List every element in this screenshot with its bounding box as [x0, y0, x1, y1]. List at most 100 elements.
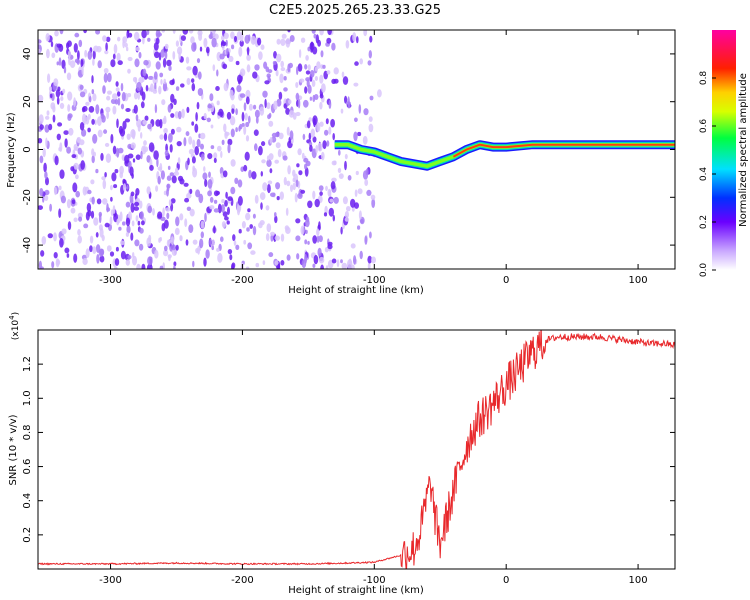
noise-speck — [220, 204, 225, 213]
noise-speck — [377, 89, 382, 98]
noise-speck — [177, 157, 181, 165]
noise-speck — [195, 112, 198, 122]
noise-speck — [73, 253, 78, 263]
noise-speck — [104, 222, 110, 228]
noise-speck — [103, 68, 109, 74]
noise-speck — [84, 49, 88, 58]
noise-speck — [146, 186, 151, 195]
noise-speck — [327, 188, 332, 197]
noise-speck — [231, 263, 235, 269]
noise-speck — [188, 136, 193, 145]
noise-speck — [122, 120, 127, 130]
noise-speck — [324, 129, 329, 136]
noise-speck — [213, 199, 218, 204]
noise-speck — [136, 119, 142, 128]
noise-speck — [212, 64, 216, 72]
snr-ylabel: SNR (10 * v/v) — [8, 414, 19, 485]
noise-speck — [76, 59, 80, 65]
noise-speck — [133, 104, 138, 114]
noise-speck — [141, 263, 146, 269]
noise-speck — [67, 221, 72, 231]
noise-speck — [227, 138, 233, 146]
noise-speck — [314, 76, 318, 81]
noise-speck — [168, 65, 172, 71]
noise-speck — [183, 137, 187, 147]
noise-speck — [280, 233, 285, 242]
noise-speck — [245, 135, 250, 142]
noise-speck — [38, 39, 42, 44]
y-tick-label: 1.0 — [22, 390, 33, 406]
noise-speck — [316, 122, 321, 132]
noise-speck — [90, 210, 95, 219]
noise-speck — [76, 138, 81, 144]
colorbar-tick-label: 0.4 — [699, 167, 709, 182]
noise-speck — [106, 110, 109, 120]
noise-speck — [192, 139, 196, 149]
noise-speck — [248, 169, 252, 179]
colorbar-tick-label: 0.0 — [699, 263, 709, 278]
noise-speck — [283, 176, 287, 186]
noise-speck — [48, 86, 53, 92]
noise-speck — [238, 125, 241, 132]
noise-speck — [211, 239, 215, 246]
noise-speck — [87, 113, 91, 120]
noise-speck — [367, 60, 372, 66]
x-tick-label: 0 — [503, 275, 509, 286]
noise-speck — [262, 182, 268, 192]
noise-speck — [172, 30, 176, 34]
noise-speck — [170, 236, 175, 246]
noise-speck — [245, 266, 250, 269]
noise-speck — [370, 194, 376, 200]
noise-speck — [97, 129, 103, 138]
noise-speck — [198, 193, 204, 204]
noise-speck — [126, 184, 129, 190]
noise-speck — [292, 112, 297, 120]
noise-speck — [115, 87, 120, 92]
noise-speck — [74, 32, 80, 38]
noise-speck — [307, 84, 312, 94]
noise-speck — [41, 236, 47, 245]
noise-speck — [313, 33, 317, 39]
noise-speck — [254, 143, 258, 152]
noise-speck — [80, 59, 84, 68]
noise-speck — [160, 79, 163, 85]
noise-speck — [73, 43, 78, 53]
noise-speck — [82, 105, 88, 112]
noise-speck — [255, 116, 259, 124]
noise-speck — [213, 152, 218, 159]
noise-speck — [216, 51, 222, 62]
noise-speck — [91, 89, 95, 95]
noise-speck — [301, 259, 307, 269]
noise-speck — [300, 37, 306, 43]
x-tick-label: -200 — [231, 275, 254, 286]
noise-speck — [75, 174, 79, 180]
noise-speck — [222, 211, 228, 217]
noise-speck — [267, 183, 271, 194]
noise-speck — [213, 157, 217, 163]
noise-speck — [57, 122, 63, 127]
noise-speck — [141, 77, 145, 82]
noise-speck — [142, 120, 148, 125]
noise-speck — [56, 96, 60, 105]
noise-speck — [357, 225, 361, 230]
noise-speck — [231, 44, 235, 50]
spectrogram-heatmap — [38, 30, 675, 269]
noise-speck — [157, 211, 163, 219]
noise-speck — [290, 184, 293, 192]
noise-speck — [146, 30, 150, 36]
noise-speck — [160, 216, 166, 221]
noise-speck — [215, 86, 220, 91]
noise-speck — [114, 99, 119, 105]
noise-speck — [312, 136, 317, 143]
noise-speck — [45, 115, 50, 120]
noise-speck — [179, 178, 185, 185]
noise-speck — [319, 101, 323, 110]
noise-speck — [298, 170, 303, 176]
noise-speck — [311, 30, 316, 34]
noise-speck — [243, 102, 247, 111]
noise-speck — [179, 213, 184, 221]
noise-speck — [175, 167, 179, 173]
noise-speck — [113, 43, 118, 54]
noise-speck — [163, 132, 168, 142]
noise-speck — [160, 170, 165, 180]
